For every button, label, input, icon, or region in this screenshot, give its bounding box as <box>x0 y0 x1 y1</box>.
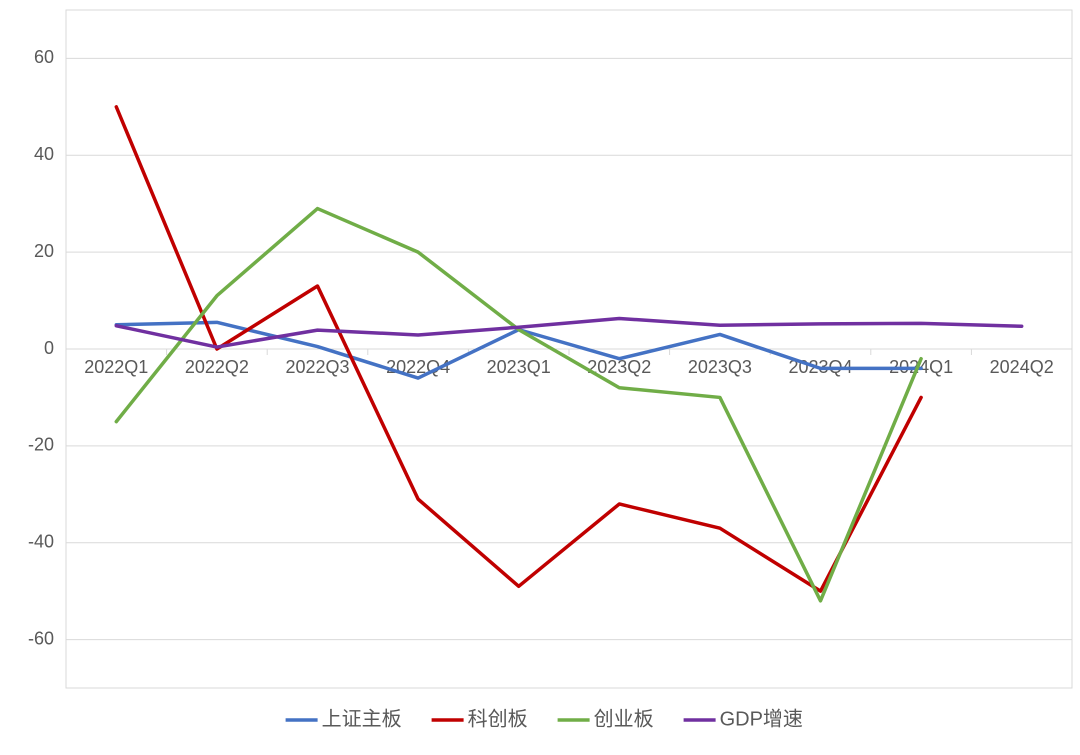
line-chart: -60-40-2002040602022Q12022Q22022Q32022Q4… <box>0 0 1080 755</box>
legend-label: GDP增速 <box>720 707 803 730</box>
x-tick-label: 2022Q3 <box>285 357 349 377</box>
legend-label: 创业板 <box>594 707 654 730</box>
legend-label: 上证主板 <box>322 707 402 730</box>
y-tick-label: -40 <box>28 531 54 551</box>
y-tick-label: 20 <box>34 241 54 261</box>
x-tick-label: 2022Q1 <box>84 357 148 377</box>
chart-svg: -60-40-2002040602022Q12022Q22022Q32022Q4… <box>0 0 1080 755</box>
x-tick-label: 2024Q2 <box>990 357 1054 377</box>
y-tick-label: -60 <box>28 628 54 648</box>
y-tick-label: 60 <box>34 47 54 67</box>
legend-label: 科创板 <box>468 707 528 730</box>
x-tick-label: 2023Q1 <box>487 357 551 377</box>
y-tick-label: 0 <box>44 338 54 358</box>
x-tick-label: 2022Q2 <box>185 357 249 377</box>
x-tick-label: 2023Q3 <box>688 357 752 377</box>
y-tick-label: 40 <box>34 144 54 164</box>
y-tick-label: -20 <box>28 435 54 455</box>
